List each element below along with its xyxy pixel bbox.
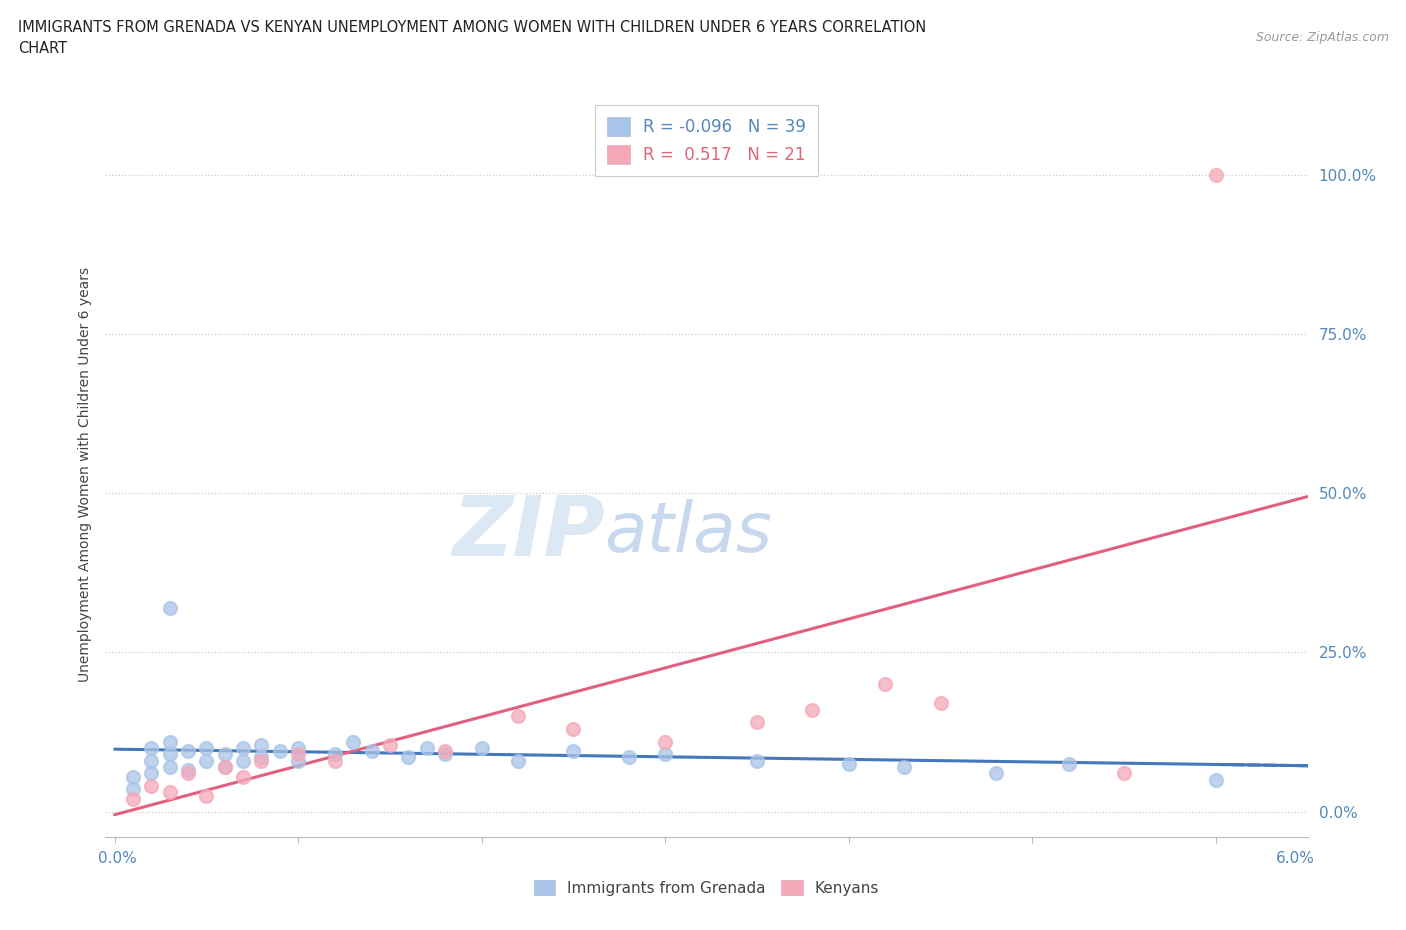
Point xyxy=(177,766,200,781)
Point xyxy=(141,778,163,793)
Text: atlas: atlas xyxy=(605,498,772,565)
Point xyxy=(745,753,768,768)
Point xyxy=(159,747,181,762)
Point xyxy=(232,753,254,768)
Point xyxy=(562,744,585,759)
Point xyxy=(214,760,236,775)
Point xyxy=(122,791,145,806)
Point xyxy=(323,753,346,768)
Legend: Immigrants from Grenada, Kenyans: Immigrants from Grenada, Kenyans xyxy=(527,873,886,902)
Point xyxy=(141,766,163,781)
Point xyxy=(323,747,346,762)
Point xyxy=(801,702,824,717)
Point xyxy=(360,744,382,759)
Point xyxy=(269,744,291,759)
Point xyxy=(214,747,236,762)
Point xyxy=(508,709,530,724)
Point xyxy=(195,789,218,804)
Point xyxy=(141,740,163,755)
Text: ZIP: ZIP xyxy=(451,492,605,573)
Point xyxy=(396,750,419,764)
Point xyxy=(433,747,456,762)
Point xyxy=(1205,167,1227,182)
Point xyxy=(287,740,309,755)
Point xyxy=(287,747,309,762)
Point xyxy=(984,766,1007,781)
Point xyxy=(893,760,915,775)
Point xyxy=(177,744,200,759)
Point xyxy=(122,782,145,797)
Point xyxy=(159,785,181,800)
Text: 0.0%: 0.0% xyxy=(98,851,138,866)
Point xyxy=(141,753,163,768)
Point xyxy=(471,740,494,755)
Point xyxy=(1205,772,1227,787)
Point xyxy=(745,715,768,730)
Point xyxy=(195,740,218,755)
Point xyxy=(617,750,640,764)
Text: Source: ZipAtlas.com: Source: ZipAtlas.com xyxy=(1256,31,1389,44)
Text: 6.0%: 6.0% xyxy=(1275,851,1315,866)
Point xyxy=(250,753,273,768)
Point xyxy=(232,769,254,784)
Point xyxy=(214,760,236,775)
Point xyxy=(929,696,952,711)
Point xyxy=(415,740,437,755)
Point xyxy=(159,760,181,775)
Point xyxy=(159,734,181,749)
Point xyxy=(250,737,273,752)
Y-axis label: Unemployment Among Women with Children Under 6 years: Unemployment Among Women with Children U… xyxy=(77,267,91,682)
Point xyxy=(250,750,273,764)
Point xyxy=(232,740,254,755)
Point xyxy=(1057,756,1080,771)
Point xyxy=(1112,766,1135,781)
Point xyxy=(159,601,181,616)
Point xyxy=(433,744,456,759)
Text: CHART: CHART xyxy=(18,41,67,56)
Point xyxy=(654,734,676,749)
Point xyxy=(177,763,200,777)
Point xyxy=(287,753,309,768)
Point xyxy=(562,722,585,737)
Text: IMMIGRANTS FROM GRENADA VS KENYAN UNEMPLOYMENT AMONG WOMEN WITH CHILDREN UNDER 6: IMMIGRANTS FROM GRENADA VS KENYAN UNEMPL… xyxy=(18,20,927,35)
Point xyxy=(378,737,401,752)
Point xyxy=(875,677,897,692)
Point xyxy=(342,734,364,749)
Point xyxy=(838,756,860,771)
Point xyxy=(122,769,145,784)
Point xyxy=(508,753,530,768)
Point xyxy=(195,753,218,768)
Point xyxy=(654,747,676,762)
